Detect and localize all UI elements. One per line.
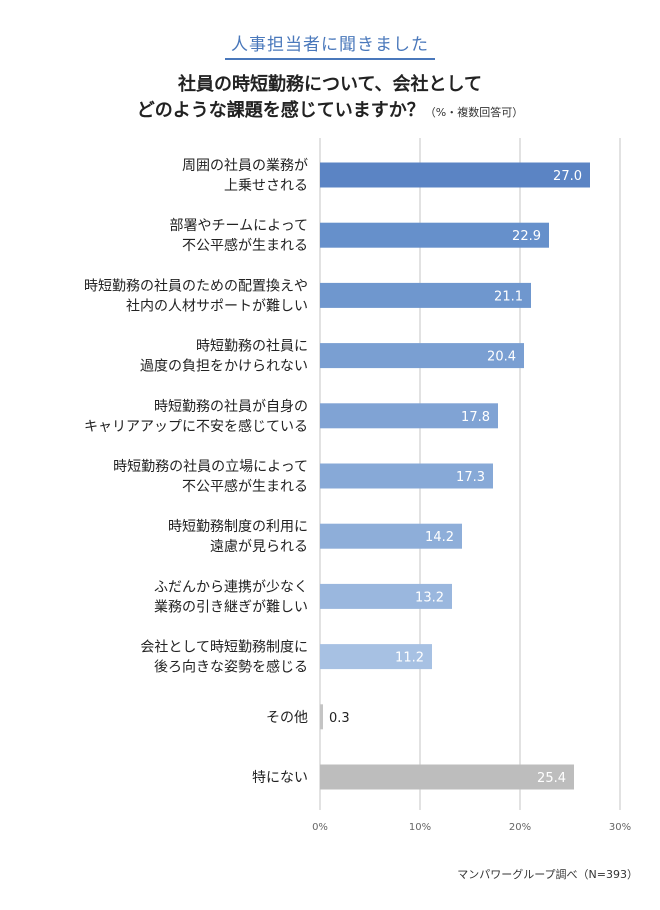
value-label: 21.1 [494,289,523,304]
value-label: 0.3 [329,711,350,726]
category-label: キャリアアップに不安を感じている [84,418,308,435]
x-tick-label: 10% [409,822,431,833]
bar-11 [320,764,574,790]
category-label: 時短勤務の社員に [196,339,308,355]
category-label: 業務の引き継ぎが難しい [154,599,308,615]
category-label: 過度の負担をかけられない [140,359,308,375]
value-label: 14.2 [425,530,454,545]
x-tick-label: 0% [312,822,328,833]
category-label: 時短勤務の社員が自身の [154,399,308,415]
chart-title-line2-text: どのような課題を感じていますか？ [136,100,425,121]
chart-title-note: （%・複数回答可） [424,106,524,119]
category-label: 上乗せされる [224,178,308,194]
category-label: 部署やチームによって [170,218,308,234]
bar-9 [320,644,432,670]
header-tag: 人事担当者に聞きました [0,30,660,60]
category-label: 不公平感が生まれる [182,237,308,254]
bar-4 [320,343,524,369]
category-label: 社内の人材サポートが難しい [126,298,308,314]
category-label: 会社として時短勤務制度に [140,640,308,656]
chart-title-line2: どのような課題を感じていますか？（%・複数回答可） [0,98,660,126]
x-tick-label: 30% [609,822,631,833]
category-label: 周囲の社員の業務が [182,158,308,174]
value-label: 22.9 [512,229,541,244]
category-label: 時短勤務の社員のための配置換えや [84,278,308,294]
category-label: ふだんから連携が少なく [154,579,308,595]
category-label: その他 [266,710,308,726]
source-note: マンパワーグループ調べ（N=393） [457,868,638,881]
bar-5 [320,403,498,429]
value-label: 11.2 [395,651,424,666]
value-label: 25.4 [537,771,566,786]
chart-title: 社員の時短勤務について、会社として どのような課題を感じていますか？（%・複数回… [0,72,660,126]
category-label: 時短勤務の社員の立場によって [113,459,308,475]
bar-8 [320,583,452,609]
header-tag-text: 人事担当者に聞きました [225,30,435,60]
chart-title-line1: 社員の時短勤務について、会社として [177,74,483,95]
category-label: 時短勤務制度の利用に [168,519,308,535]
value-label: 17.3 [456,470,485,485]
bar-7 [320,523,462,549]
bar-1 [320,162,590,188]
value-label: 27.0 [553,169,582,184]
value-label: 13.2 [415,590,444,605]
category-label: 不公平感が生まれる [182,478,308,495]
category-label: 特にない [252,770,308,786]
bar-2 [320,222,549,248]
value-label: 17.8 [461,410,490,425]
bar-3 [320,282,531,308]
bar-10 [320,704,323,730]
x-tick-label: 20% [509,822,531,833]
bar-6 [320,463,493,489]
value-label: 20.4 [487,350,516,365]
category-label: 遠慮が見られる [210,539,308,555]
category-label: 後ろ向きな姿勢を感じる [154,659,308,676]
